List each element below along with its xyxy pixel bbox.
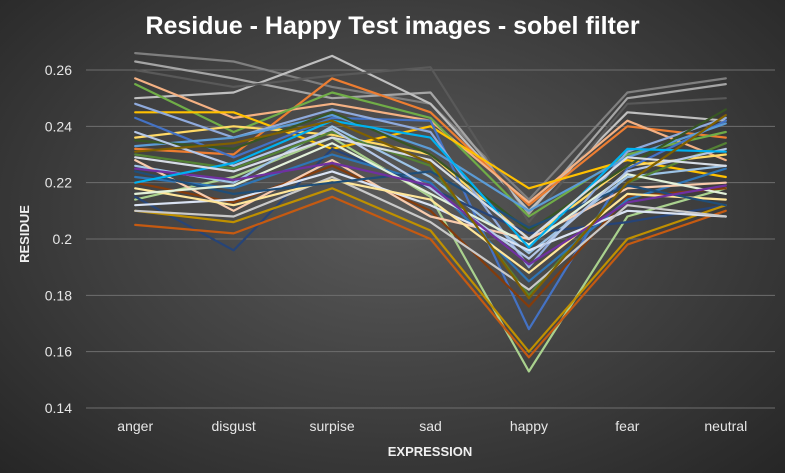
y-axis-title: RESIDUE	[17, 205, 32, 263]
series-line-29	[134, 161, 727, 266]
x-axis-title: EXPRESSION	[388, 444, 473, 459]
x-tick-labels: anger disgust surpise sad happy fear neutral	[117, 418, 747, 434]
series-line-30	[134, 119, 727, 249]
series-line-21	[134, 153, 727, 283]
series-line-13	[134, 125, 727, 255]
series-line-18	[134, 187, 727, 353]
x-tick-label: surpise	[310, 418, 355, 434]
y-tick-label: 0.26	[45, 62, 72, 78]
series-line-22	[134, 159, 727, 241]
series-line-4	[134, 66, 727, 224]
x-tick-label: happy	[510, 418, 548, 434]
series-line-9	[134, 111, 727, 190]
series-layer	[134, 51, 727, 373]
y-tick-label: 0.2	[53, 231, 73, 247]
series-line-26	[134, 170, 727, 229]
series-line-11	[134, 116, 727, 331]
series-line-8	[134, 136, 727, 373]
series-line-20	[134, 108, 727, 232]
series-line-17	[134, 195, 727, 359]
y-tick-label: 0.18	[45, 287, 72, 303]
series-line-24	[134, 175, 727, 291]
x-tick-label: neutral	[704, 418, 747, 434]
series-line-25	[134, 178, 727, 274]
x-tick-label: disgust	[211, 418, 255, 434]
chart-title: Residue - Happy Test images - sobel filt…	[145, 12, 640, 40]
series-line-5	[134, 77, 727, 207]
series-line-27	[134, 142, 727, 246]
series-line-16	[134, 164, 727, 308]
x-tick-label: fear	[615, 418, 639, 434]
series-line-23	[134, 170, 727, 252]
y-tick-labels: 0.14 0.16 0.18 0.2 0.22 0.24 0.26	[45, 62, 72, 416]
series-line-7	[134, 82, 727, 218]
series-line-28	[134, 128, 727, 260]
x-tick-label: anger	[117, 418, 153, 434]
y-tick-label: 0.24	[45, 118, 72, 134]
y-tick-label: 0.14	[45, 400, 72, 416]
series-line-3	[134, 54, 727, 212]
series-line-31	[134, 136, 727, 241]
series-line-2	[134, 60, 727, 215]
x-tick-label: sad	[419, 418, 442, 434]
y-tick-label: 0.22	[45, 175, 72, 191]
y-tick-label: 0.16	[45, 344, 72, 360]
series-line-32	[134, 113, 727, 300]
